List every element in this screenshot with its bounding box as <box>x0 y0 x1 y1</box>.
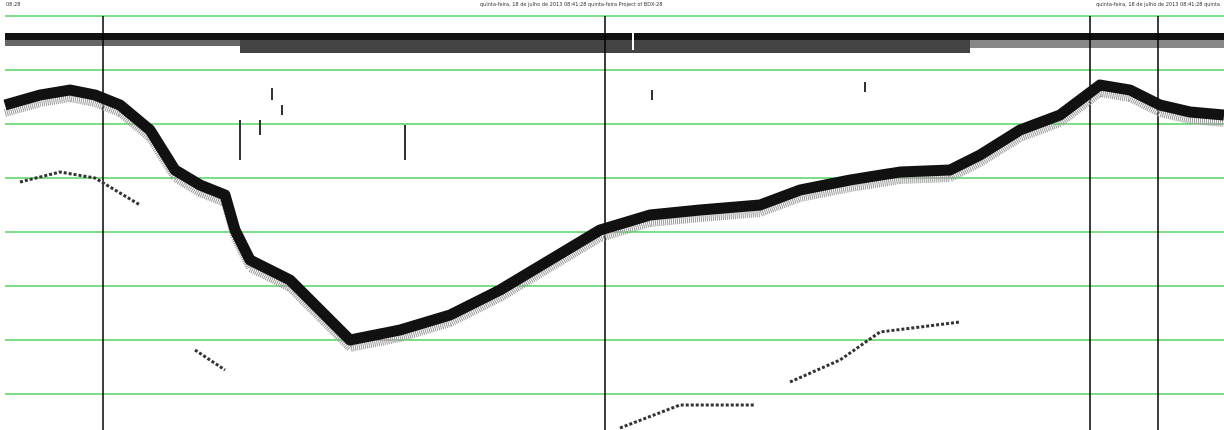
header-time: 08:28 <box>6 2 20 8</box>
echogram-screen: 08:28 quinta-feira, 18 de julho de 2013 … <box>0 0 1224 430</box>
bottom-echo <box>5 85 1224 340</box>
header-center: quinta-feira, 18 de julho de 2013 08:41:… <box>480 2 662 8</box>
surface-band <box>5 30 1224 53</box>
echogram <box>0 0 1224 430</box>
scatter-echoes <box>240 82 865 160</box>
header-right: quinta-feira, 18 de julho de 2013 08:41:… <box>1096 2 1220 8</box>
depth-grid <box>5 16 1224 394</box>
